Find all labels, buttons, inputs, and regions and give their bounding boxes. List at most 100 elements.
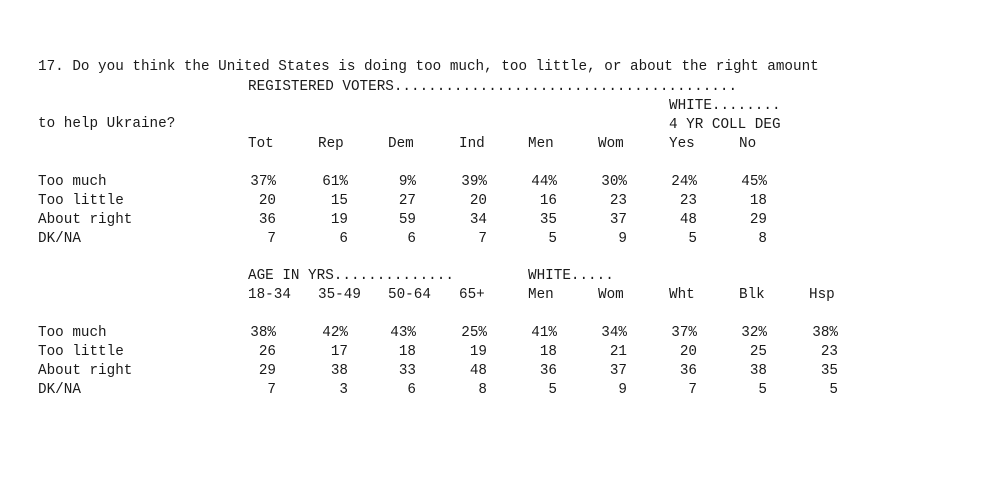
table-cell: 35 (539, 212, 557, 228)
table-cell: 18 (749, 193, 767, 209)
table-cell: 34 (469, 212, 487, 228)
table-cell: 17 (330, 344, 348, 360)
column-header: Wom (598, 287, 624, 303)
row-label: About right (38, 363, 133, 379)
table-cell: 33 (398, 363, 416, 379)
row-label: DK/NA (38, 382, 81, 398)
table-cell: 5 (548, 231, 557, 247)
table-cell: 45% (741, 174, 767, 190)
header-white-2: WHITE..... (528, 268, 614, 284)
table-cell: 5 (758, 382, 767, 398)
column-header: Wht (669, 287, 695, 303)
column-header: Men (528, 287, 554, 303)
table-cell: 37% (250, 174, 276, 190)
table-cell: 37% (671, 325, 697, 341)
table-cell: 38% (812, 325, 838, 341)
table-cell: 6 (407, 231, 416, 247)
table-cell: 21 (609, 344, 627, 360)
table-cell: 20 (258, 193, 276, 209)
row-label: Too little (38, 344, 124, 360)
column-header: Blk (739, 287, 765, 303)
row-label: Too much (38, 325, 107, 341)
table-cell: 8 (758, 231, 767, 247)
table-cell: 23 (820, 344, 838, 360)
table-cell: 5 (688, 231, 697, 247)
table-cell: 34% (601, 325, 627, 341)
table-cell: 7 (267, 382, 276, 398)
column-header: Ind (459, 136, 485, 152)
table-cell: 6 (407, 382, 416, 398)
table-cell: 27 (398, 193, 416, 209)
table-cell: 36 (258, 212, 276, 228)
row-label: Too much (38, 174, 107, 190)
table-cell: 41% (531, 325, 557, 341)
table-cell: 43% (390, 325, 416, 341)
column-header: 50-64 (388, 287, 431, 303)
table-cell: 30% (601, 174, 627, 190)
table-cell: 19 (330, 212, 348, 228)
table-cell: 18 (398, 344, 416, 360)
table-cell: 5 (829, 382, 838, 398)
table-cell: 26 (258, 344, 276, 360)
header-4yr-coll-deg: 4 YR COLL DEG (669, 117, 781, 133)
question-line-1: 17. Do you think the United States is do… (38, 59, 819, 75)
table-cell: 3 (339, 382, 348, 398)
table-cell: 18 (539, 344, 557, 360)
table-cell: 25% (461, 325, 487, 341)
table-cell: 23 (679, 193, 697, 209)
table-cell: 36 (679, 363, 697, 379)
table-cell: 7 (688, 382, 697, 398)
column-header: 18-34 (248, 287, 291, 303)
column-header: 65+ (459, 287, 485, 303)
table-cell: 59 (398, 212, 416, 228)
column-header: Rep (318, 136, 344, 152)
column-header: 35-49 (318, 287, 361, 303)
table-cell: 9 (618, 231, 627, 247)
table-cell: 16 (539, 193, 557, 209)
column-header: Tot (248, 136, 274, 152)
table-cell: 9% (398, 174, 416, 190)
table-cell: 20 (469, 193, 487, 209)
column-header: Dem (388, 136, 414, 152)
table-cell: 37 (609, 212, 627, 228)
table-cell: 20 (679, 344, 697, 360)
table-cell: 36 (539, 363, 557, 379)
table-cell: 23 (609, 193, 627, 209)
table-cell: 19 (469, 344, 487, 360)
table-cell: 61% (322, 174, 348, 190)
table-cell: 44% (531, 174, 557, 190)
column-header: Wom (598, 136, 624, 152)
table-cell: 25 (749, 344, 767, 360)
header-white: WHITE........ (669, 98, 781, 114)
row-label: About right (38, 212, 133, 228)
table-cell: 38 (749, 363, 767, 379)
row-label: Too little (38, 193, 124, 209)
column-header: Yes (669, 136, 695, 152)
table-cell: 48 (679, 212, 697, 228)
table-cell: 7 (478, 231, 487, 247)
header-registered-voters: REGISTERED VOTERS.......................… (248, 79, 738, 95)
table-cell: 32% (741, 325, 767, 341)
table-cell: 7 (267, 231, 276, 247)
table-cell: 9 (618, 382, 627, 398)
table-cell: 5 (548, 382, 557, 398)
question-text: 17. Do you think the United States is do… (38, 20, 819, 153)
table-cell: 15 (330, 193, 348, 209)
table-cell: 42% (322, 325, 348, 341)
table-cell: 6 (339, 231, 348, 247)
table-cell: 8 (478, 382, 487, 398)
row-label: DK/NA (38, 231, 81, 247)
column-header: No (739, 136, 757, 152)
table-cell: 37 (609, 363, 627, 379)
table-cell: 39% (461, 174, 487, 190)
table-cell: 35 (820, 363, 838, 379)
table-cell: 48 (469, 363, 487, 379)
table-cell: 29 (258, 363, 276, 379)
question-line-2: to help Ukraine? (38, 116, 176, 132)
column-header: Men (528, 136, 554, 152)
table-cell: 38% (250, 325, 276, 341)
header-age-in-yrs: AGE IN YRS.............. (248, 268, 454, 284)
table-cell: 24% (671, 174, 697, 190)
column-header: Hsp (809, 287, 835, 303)
table-cell: 38 (330, 363, 348, 379)
